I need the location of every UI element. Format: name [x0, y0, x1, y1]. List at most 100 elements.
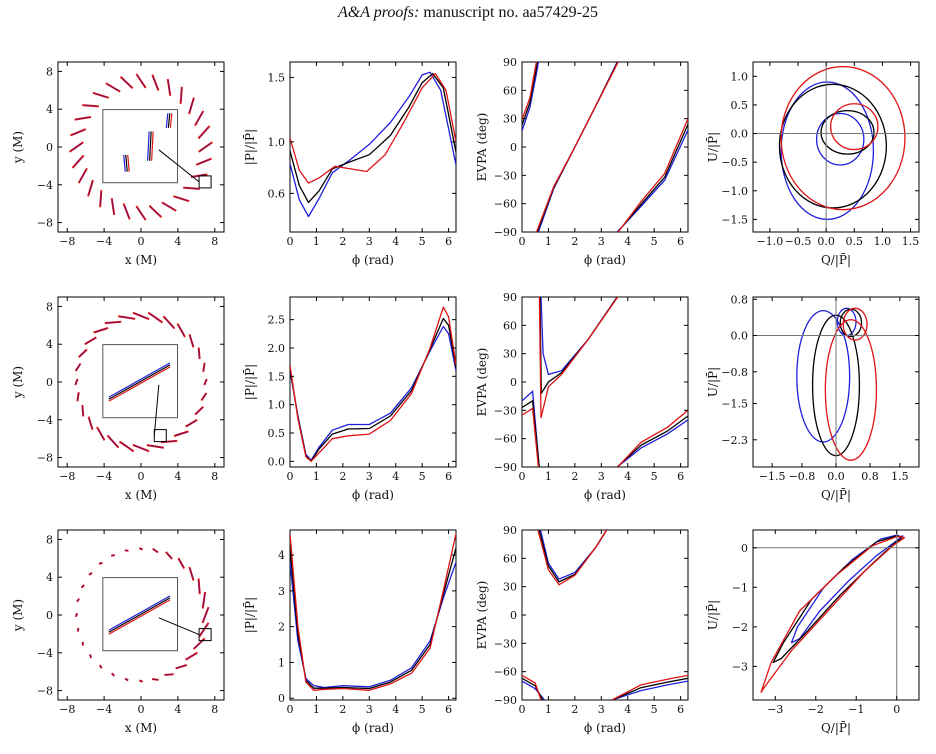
pol-tick-mix	[99, 191, 102, 206]
y-tick-label: −8	[37, 217, 53, 230]
pol-tick-mix	[73, 156, 83, 168]
x-tick-label: −8	[59, 703, 75, 716]
y-tick-label: 0.6	[268, 187, 286, 200]
x-tick-label: 4	[392, 235, 399, 248]
x-tick-label: 6	[445, 703, 452, 716]
x-tick-label: 6	[677, 470, 684, 483]
y-tick-label: 60	[503, 552, 517, 565]
pol-tick-mix	[120, 442, 133, 451]
pol-tick-mix	[175, 431, 188, 437]
pol-tick-mix	[165, 673, 173, 676]
plot-area	[753, 297, 919, 467]
x-tick-label: −4	[96, 470, 112, 483]
pol-tick-mix	[195, 407, 203, 415]
zoom-connector	[158, 149, 200, 183]
x-tick-label: 4	[174, 470, 181, 483]
x-tick-label: 0	[519, 470, 526, 483]
x-tick-label: 5	[651, 703, 658, 716]
inset-line	[167, 113, 171, 128]
y-tick-label: 1.5	[268, 370, 286, 383]
inset-line	[108, 366, 171, 402]
pol-tick-mix	[81, 406, 84, 416]
x-tick-label: 2	[339, 470, 346, 483]
pol-tick-mix	[178, 558, 185, 568]
x-axis-label: ϕ (rad)	[352, 488, 394, 502]
pol-tick-mix	[199, 126, 209, 138]
y-tick-label: 0	[46, 141, 53, 154]
inset-line	[147, 131, 150, 161]
y-tick-label: 8	[46, 300, 53, 313]
x-tick-label: 0	[287, 470, 294, 483]
series-loop-red	[830, 103, 879, 151]
pol-tick-mix	[139, 680, 143, 683]
series-line-red	[290, 306, 456, 462]
y-tick-label: −4	[37, 179, 53, 192]
x-tick-label: −0.5	[785, 235, 812, 248]
series-loop-blue	[796, 309, 851, 443]
zoom-box	[198, 175, 212, 189]
y-tick-label: 2.0	[268, 342, 286, 355]
pol-tick-mix	[199, 623, 209, 636]
y-tick-label: 0	[46, 376, 53, 389]
series-loop-red	[780, 65, 906, 211]
series-line-red	[290, 533, 456, 691]
series-line-black	[522, 399, 540, 467]
x-tick-label: 5	[419, 470, 426, 483]
pol-tick-mix	[195, 112, 203, 125]
inset-line	[169, 113, 173, 128]
pol-tick-mix	[111, 199, 115, 214]
pol-tick-mix	[150, 206, 161, 217]
x-tick-label: 2	[339, 703, 346, 716]
y-tick-label: 0	[46, 609, 53, 622]
x-tick-label: 1.5	[902, 235, 920, 248]
y-axis-label: y (M)	[11, 599, 25, 632]
series-line-black	[538, 530, 608, 583]
pol-tick-mix	[164, 317, 174, 328]
pol-tick-mix	[106, 83, 119, 92]
y-tick-label: −90	[494, 694, 517, 707]
series-line-red	[760, 536, 906, 693]
inset-line	[149, 131, 152, 161]
pol-tick-mix	[176, 664, 186, 669]
pol-tick-mix	[163, 202, 176, 211]
y-tick-label: 8	[46, 533, 53, 546]
x-tick-label: 4	[174, 235, 181, 248]
series-line-red	[617, 409, 688, 467]
series-line-blue	[540, 297, 618, 376]
y-tick-label: −60	[494, 198, 517, 211]
x-tick-label: 8	[211, 703, 218, 716]
series-loop-black	[778, 83, 888, 209]
pol-tick-mix	[166, 552, 172, 559]
pol-tick-mix	[202, 608, 209, 622]
series-loop-blue	[780, 81, 875, 221]
y-tick-label: 4	[46, 571, 53, 584]
x-tick-label: 5	[651, 470, 658, 483]
y-tick-label: −30	[494, 169, 517, 182]
y-axis-label: y (M)	[11, 366, 25, 399]
x-tick-label: 6	[445, 235, 452, 248]
pol-tick-mix	[123, 204, 130, 218]
panel-row3-col3: 0 1 2 3 4 5 6 −90 −60 −30 0 30 60 90 ϕ (rad) EVPA (deg)	[475, 524, 689, 735]
y-axis-label: |P|/|P̄|	[242, 364, 257, 400]
pol-tick-mix	[152, 678, 159, 681]
pol-tick-mix	[119, 316, 134, 320]
y-tick-label: −30	[494, 637, 517, 650]
y-tick-label: 30	[503, 581, 517, 594]
y-tick-label: −0.5	[721, 156, 748, 169]
x-tick-label: 3	[366, 470, 373, 483]
y-tick-label: 3	[278, 585, 285, 598]
plot-area	[522, 297, 688, 467]
y-axis-label: EVPA (deg)	[475, 113, 489, 182]
x-tick-label: 0	[287, 703, 294, 716]
x-tick-label: 2	[571, 470, 578, 483]
pol-tick-mix	[134, 445, 148, 452]
x-tick-label: 4	[392, 470, 399, 483]
panel-row1-col3: 0 1 2 3 4 5 6 −90 −60 −30 0 30 60 90 ϕ (rad) EVPA (deg)	[475, 56, 689, 267]
pol-tick-mix	[167, 80, 171, 95]
pol-tick-mix	[94, 92, 108, 98]
y-tick-label: 0	[741, 542, 748, 555]
pol-tick-mix	[99, 665, 102, 669]
x-tick-label: 1	[545, 703, 552, 716]
pol-tick-mix	[186, 652, 197, 660]
x-tick-label: −0.8	[789, 470, 816, 483]
